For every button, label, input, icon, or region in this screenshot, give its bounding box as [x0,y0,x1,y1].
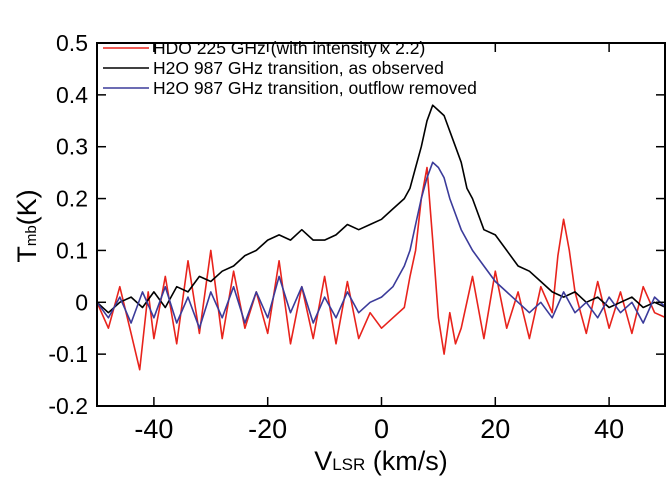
y-tick-label: 0.1 [56,237,88,263]
y-tick-label: 0.5 [56,30,88,56]
y-axis-title-main: T [12,246,42,263]
series-line-1 [96,166,666,371]
axis-tick-labels: -40 -20 0 20 40 -0.2 -0.1 0 0.1 0.2 0.3 0.4 0.5 [48,30,624,444]
plot-series [96,104,666,371]
y-tick-label: 0.3 [56,134,88,160]
y-axis-title-unit: (K) [12,189,42,225]
x-axis-title-main: V [314,446,332,476]
legend-label-3: H2O 987 GHz transition, outflow removed [153,78,477,98]
x-tick-label: 0 [374,414,389,444]
legend: HDO 225 GHz (with intensity x 2.2)H2O 98… [103,38,477,98]
y-tick-label: 0.2 [56,186,88,212]
x-axis-title-unit: (km/s) [365,446,447,476]
y-tick-label: -0.1 [48,341,88,367]
x-tick-label: -20 [248,414,287,444]
legend-label-1: HDO 225 GHz (with intensity x 2.2) [153,38,425,58]
x-axis-title-sub: LSR [332,455,365,474]
x-tick-label: 40 [594,414,624,444]
series-line-3 [96,161,666,330]
y-tick-label: -0.2 [48,393,88,419]
y-tick-label: 0.4 [56,82,88,108]
x-axis-title: VLSR (km/s) [314,446,448,476]
x-tick-label: -40 [134,414,173,444]
y-axis-title-sub: mb [23,225,40,246]
y-axis-title: Tmb(K) [12,189,42,262]
series-line-2 [96,104,666,314]
legend-label-2: H2O 987 GHz transition, as observed [153,58,444,78]
y-tick-label: 0 [75,289,88,315]
x-tick-label: 20 [480,414,510,444]
axis-ticks [97,42,665,407]
